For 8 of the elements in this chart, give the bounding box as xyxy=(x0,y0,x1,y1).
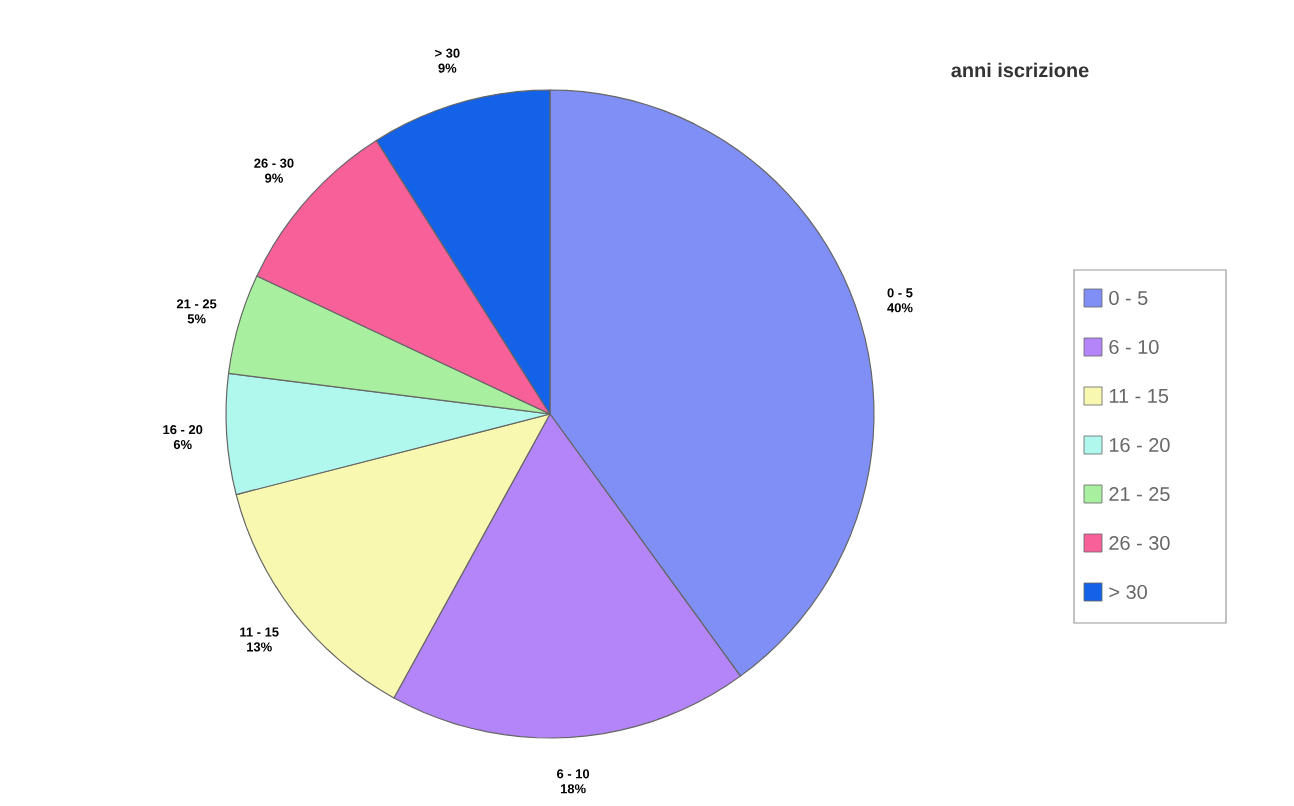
text: anni iscrizione xyxy=(951,62,1089,78)
legend-label: 16 - 20 xyxy=(1109,437,1170,453)
legend-label: > 30 xyxy=(1109,584,1147,600)
legend-label: 26 - 30 xyxy=(1109,535,1170,551)
legend-label: 11 - 15 xyxy=(1109,389,1169,403)
legend-label: 21 - 25 xyxy=(1109,486,1170,502)
legend-label: 0 - 5 xyxy=(1109,290,1148,306)
legend-label: 6 - 10 xyxy=(1109,339,1159,355)
